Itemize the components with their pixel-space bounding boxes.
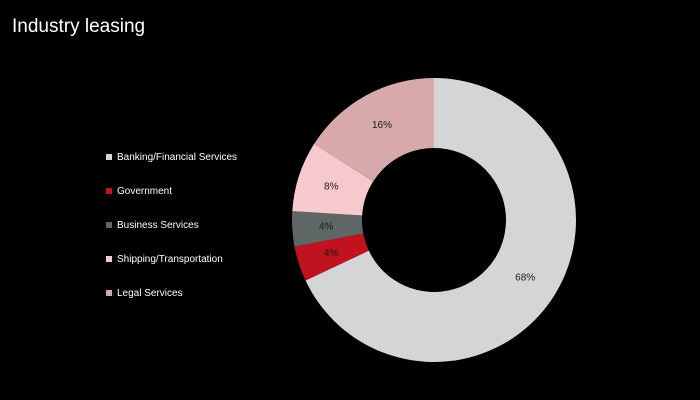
legend-item-business-services: Business Services	[106, 208, 237, 242]
chart-legend: Banking/Financial Services Government Bu…	[106, 140, 237, 310]
legend-swatch-banking	[106, 154, 112, 160]
legend-item-banking: Banking/Financial Services	[106, 140, 237, 174]
legend-swatch-shipping	[106, 256, 112, 262]
legend-label-banking: Banking/Financial Services	[117, 151, 238, 163]
legend-item-legal: Legal Services	[106, 276, 237, 310]
data-label-government: 4%	[324, 248, 339, 259]
donut-slices	[292, 78, 576, 362]
legend-swatch-business-services	[106, 222, 112, 228]
legend-item-government: Government	[106, 174, 237, 208]
slice-business-services	[292, 211, 364, 247]
data-label-shipping-transportation: 8%	[324, 181, 339, 192]
slice-shipping-transportation	[292, 143, 374, 216]
chart-title: Industry leasing	[12, 16, 146, 37]
data-label-legal-services: 16%	[372, 120, 392, 131]
slice-banking-financial-services	[305, 78, 576, 362]
slice-government	[294, 233, 369, 281]
legend-label-government: Government	[117, 185, 173, 197]
legend-label-legal: Legal Services	[117, 287, 183, 299]
legend-label-business-services: Business Services	[117, 219, 199, 231]
slice-legal-services	[314, 78, 434, 182]
donut-data-labels: 68% 4% 4% 8% 16%	[319, 120, 535, 284]
data-label-business-services: 4%	[319, 221, 334, 232]
legend-swatch-government	[106, 188, 112, 194]
data-label-banking-financial-services: 68%	[515, 273, 535, 284]
legend-item-shipping: Shipping/Transportation	[106, 242, 237, 276]
legend-label-shipping: Shipping/Transportation	[117, 253, 223, 265]
legend-swatch-legal	[106, 290, 112, 296]
